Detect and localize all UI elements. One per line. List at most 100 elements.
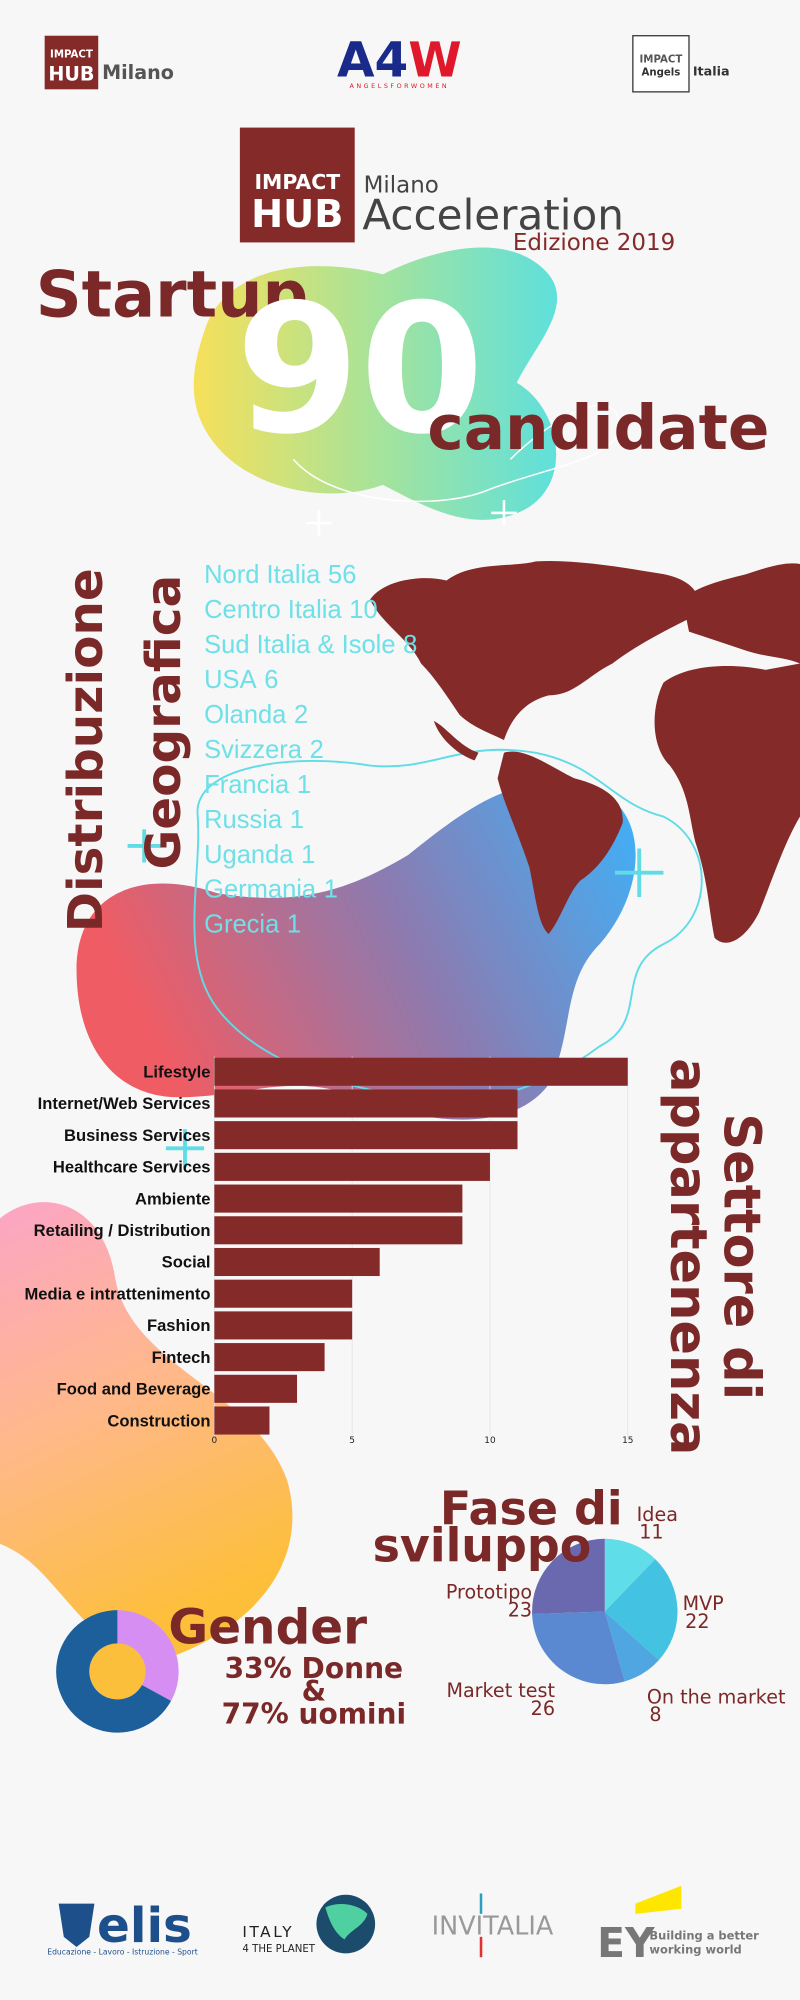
charts: 0 5 10 15 Lifestyle Internet/Web Services Busi… — [24, 1056, 786, 1733]
program-text: IMPACT — [254, 170, 340, 194]
geo-name: Russia — [204, 806, 283, 834]
pie-slice — [604, 1559, 678, 1661]
chart-title: appartenenza — [658, 1058, 717, 1455]
y-tick-label: Business Services — [64, 1126, 211, 1145]
canvas: IMPACT HUB Milano A4W ANGELSFORWOMEN IMP… — [0, 33, 800, 1967]
bar — [214, 1311, 353, 1340]
donut-hole — [89, 1643, 146, 1700]
pie-value: 8 — [649, 1703, 661, 1726]
y-tick-label: Social — [162, 1253, 211, 1272]
chart-title: sviluppo — [373, 1519, 592, 1573]
headline-suffix: candidate — [427, 393, 769, 464]
chart-title: Gender — [168, 1599, 367, 1655]
geo-item: Svizzera 2 — [204, 736, 324, 764]
chart-title: Settore di — [712, 1113, 771, 1400]
pie-value: 26 — [531, 1697, 555, 1720]
geo-item: Russia 1 — [204, 806, 304, 834]
logo-box — [44, 35, 99, 90]
program-name: Acceleration — [362, 191, 624, 240]
geo-name: Germania — [204, 876, 317, 904]
logo-text: working world — [649, 1942, 741, 1956]
x-tick-label: 0 — [212, 1436, 218, 1446]
headline-count: 90 — [236, 266, 485, 474]
geo-value: 8 — [403, 631, 417, 659]
pie-slice — [532, 1611, 625, 1685]
logo-text: INVITALIA — [432, 1911, 554, 1941]
geo-item: Centro Italia 10 — [204, 596, 378, 624]
logo-text: IMPACT — [50, 49, 93, 60]
bar — [214, 1279, 353, 1308]
geo-item: Grecia 1 — [204, 911, 301, 939]
geo-name: Nord Italia — [204, 561, 321, 589]
logo-box — [632, 35, 690, 93]
y-tick-label: Lifestyle — [143, 1062, 210, 1081]
program-text: HUB — [251, 192, 343, 237]
bar — [214, 1152, 490, 1181]
geo-value: 1 — [297, 771, 311, 799]
geo-item: Nord Italia 56 — [204, 561, 356, 589]
pie-value: 23 — [508, 1599, 532, 1622]
pie-slice — [604, 1538, 656, 1612]
logo-text: Milano — [102, 61, 174, 84]
geo-value: 1 — [324, 876, 338, 904]
bar — [214, 1374, 298, 1403]
logo-text: Educazione - Lavoro - Istruzione - Sport — [47, 1948, 197, 1957]
bar — [214, 1247, 380, 1277]
donut-slice — [56, 1610, 172, 1733]
x-tick-label: 10 — [484, 1436, 496, 1446]
geo-value: 6 — [264, 666, 278, 694]
geo-name: Olanda — [204, 701, 287, 729]
geo-value: 1 — [290, 806, 304, 834]
y-tick-label: Ambiente — [135, 1189, 211, 1208]
bar — [214, 1406, 270, 1435]
geo-name: Grecia — [204, 911, 280, 939]
geo-name: Francia — [204, 771, 290, 799]
geo-item: Francia 1 — [204, 771, 311, 799]
blob — [0, 1202, 293, 1661]
bar — [214, 1057, 628, 1086]
geo-item: Sud Italia & Isole 8 — [204, 631, 417, 659]
x-tick-label: 15 — [622, 1436, 633, 1446]
bar — [214, 1343, 325, 1372]
geo-item: Olanda 2 — [204, 701, 308, 729]
geo-list: Nord Italia 56 Centro Italia 10 Sud Italia &… — [204, 561, 417, 939]
blob-outline — [193, 748, 703, 1102]
y-tick-label: Healthcare Services — [53, 1158, 211, 1177]
geo-value: 2 — [294, 701, 308, 729]
chart-title: Fase di — [440, 1482, 623, 1536]
y-tick-label: Fintech — [152, 1348, 211, 1367]
geo-item: Germania 1 — [204, 876, 338, 904]
y-tick-label: Retailing / Distribution — [34, 1221, 211, 1240]
annotation: 77% uomini — [222, 1698, 407, 1731]
pie-value: 11 — [639, 1521, 663, 1544]
logo-shield — [58, 1903, 95, 1948]
logo-a4w: A4W — [337, 33, 462, 89]
logo-text: A4 — [337, 33, 408, 89]
blob — [193, 247, 558, 520]
y-tick-label: Construction — [107, 1411, 210, 1430]
plus-icons — [306, 500, 517, 536]
logo-text: W — [408, 33, 461, 89]
pie-label: MVP — [683, 1592, 724, 1615]
y-tick-label: Media e intrattenimento — [24, 1284, 210, 1303]
logo-globe — [325, 1903, 368, 1940]
headline-prefix: Startup — [36, 258, 308, 332]
y-tick-label: Food and Beverage — [57, 1380, 211, 1399]
geo-name: USA — [204, 666, 256, 694]
logo-text: ANGELSFORWOMEN — [349, 82, 449, 90]
pie-label: Prototipo — [446, 1581, 532, 1604]
world-map — [370, 560, 800, 943]
geo-name: Sud Italia & Isole — [204, 631, 395, 659]
geo-value: 2 — [310, 736, 324, 764]
x-tick-label: 5 — [349, 1436, 355, 1446]
section-title: Distribuzione — [58, 568, 114, 932]
bar — [214, 1216, 463, 1245]
geo-name: Centro Italia — [204, 596, 342, 624]
bar — [214, 1089, 518, 1118]
donut-slice — [117, 1610, 179, 1701]
annotation: & — [302, 1675, 326, 1708]
geo-item: Uganda 1 — [204, 841, 315, 869]
program-logo — [239, 127, 355, 243]
logo-text: 4 THE PLANET — [242, 1944, 315, 1955]
